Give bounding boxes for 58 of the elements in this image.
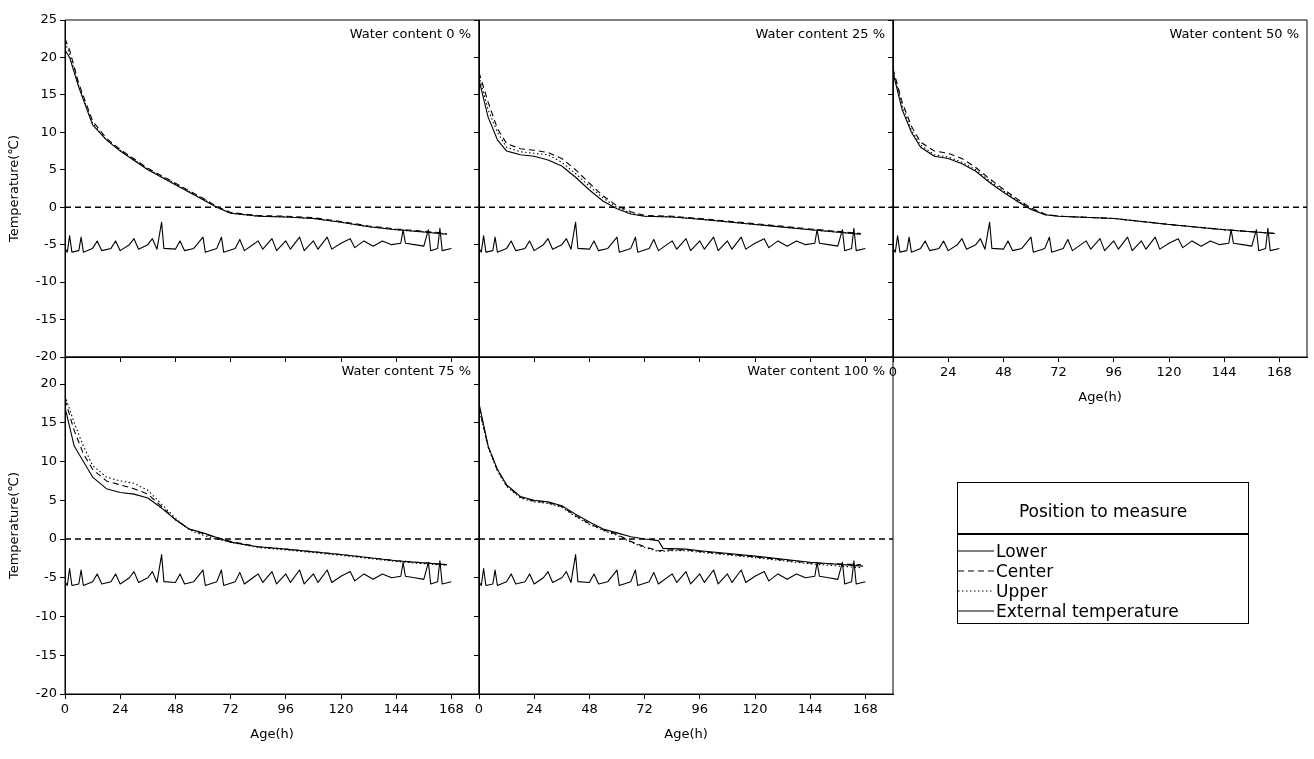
y-tick-label: 15 [40, 414, 57, 430]
x-axis-title: Age(h) [250, 725, 294, 741]
x-tick-label: 48 [581, 701, 598, 717]
y-tick-label: 15 [40, 86, 57, 102]
annotation: Water content 0 % [349, 25, 471, 41]
annotation: Water content 50 % [1169, 25, 1299, 41]
legend-title: Position to measure [958, 483, 1248, 535]
legend-label: Upper [996, 581, 1048, 601]
y-tick-label: -15 [35, 310, 57, 326]
x-tick-label: 96 [691, 701, 709, 717]
y-tick-label: 10 [40, 123, 57, 139]
x-tick-label: 48 [167, 701, 184, 717]
y-tick-label: -20 [35, 685, 57, 701]
legend-label: Lower [996, 541, 1047, 561]
y-tick-label: 10 [40, 452, 57, 468]
y-tick-label: 20 [40, 48, 57, 64]
annotation: Water content 75 % [341, 362, 471, 378]
y-tick-label: 5 [48, 491, 57, 507]
x-tick-label: 144 [797, 701, 823, 717]
x-tick-label: 144 [1211, 364, 1237, 380]
x-tick-label: 168 [852, 701, 878, 717]
x-tick-label: 0 [474, 701, 484, 717]
annotation: Water content 25 % [755, 25, 885, 41]
y-axis-title: Temperature(℃) [6, 471, 22, 581]
x-tick-label: 24 [111, 701, 129, 717]
y-tick-label: 0 [48, 198, 57, 214]
x-axis-title: Age(h) [1078, 388, 1122, 404]
x-axis-title: Age(h) [664, 725, 708, 741]
x-tick-label: 72 [222, 701, 239, 717]
y-tick-label: -10 [35, 273, 57, 289]
x-tick-label: 168 [1266, 364, 1292, 380]
x-tick-label: 72 [1050, 364, 1067, 380]
x-tick-label: 72 [636, 701, 653, 717]
y-axis-title: Temperature(℃) [6, 134, 22, 244]
x-tick-label: 24 [525, 701, 543, 717]
legend-label: Center [996, 561, 1054, 581]
y-tick-label: -10 [35, 607, 57, 623]
x-tick-label: 144 [383, 701, 409, 717]
y-tick-label: -5 [44, 569, 57, 585]
x-tick-label: 120 [742, 701, 768, 717]
x-tick-label: 96 [277, 701, 295, 717]
x-tick-label: 96 [1105, 364, 1123, 380]
y-tick-label: 0 [48, 530, 57, 546]
y-tick-label: 5 [48, 161, 57, 177]
y-tick-label: 25 [40, 11, 57, 27]
x-tick-label: 120 [328, 701, 354, 717]
annotation: Water content 100 % [747, 362, 885, 378]
legend-label: External temperature [996, 601, 1179, 621]
x-tick-label: 48 [995, 364, 1012, 380]
y-tick-label: -5 [44, 236, 57, 252]
y-tick-label: -20 [35, 348, 57, 364]
y-tick-label: 20 [40, 375, 57, 391]
y-tick-label: -15 [35, 646, 57, 662]
x-tick-label: 0 [60, 701, 70, 717]
x-tick-label: 24 [939, 364, 957, 380]
x-tick-label: 120 [1156, 364, 1182, 380]
x-tick-label: 0 [888, 364, 898, 380]
x-tick-label: 168 [438, 701, 464, 717]
